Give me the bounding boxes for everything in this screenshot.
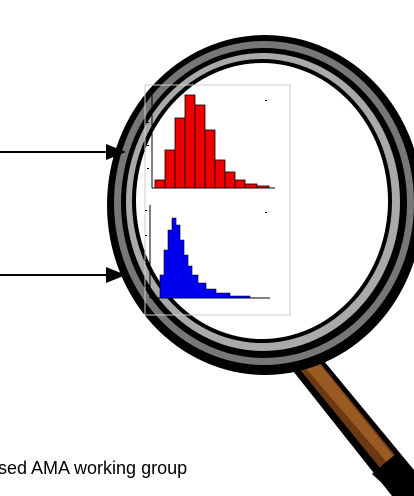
- caption: sed AMA working group: [0, 458, 187, 478]
- lens: [107, 35, 414, 375]
- magnifier-illustration: sed AMA working group: [0, 0, 414, 496]
- arrows: [0, 144, 126, 283]
